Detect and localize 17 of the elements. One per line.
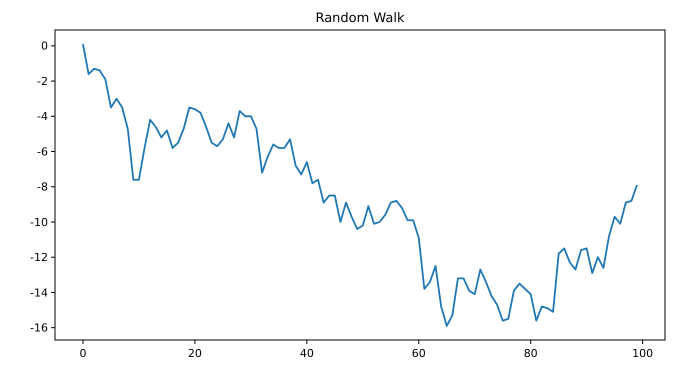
y-tick-label: -6 xyxy=(37,145,48,158)
y-tick-label: -16 xyxy=(30,322,48,335)
chart-title: Random Walk xyxy=(315,11,406,26)
x-tick-label: 60 xyxy=(412,347,426,360)
y-tick-label: -2 xyxy=(37,74,48,88)
x-tick-label: 20 xyxy=(188,347,202,360)
y-tick-label: -14 xyxy=(30,286,48,300)
y-tick-label: -4 xyxy=(37,110,48,124)
x-tick-label: 0 xyxy=(79,347,86,360)
x-tick-label: 80 xyxy=(524,347,538,360)
y-tick-label: -12 xyxy=(30,251,48,264)
x-tick-label: 100 xyxy=(632,347,654,360)
y-tick-label: 0 xyxy=(41,40,48,53)
x-tick-label: 40 xyxy=(300,347,314,360)
y-tick-label: -10 xyxy=(30,216,48,229)
line-series xyxy=(82,43,638,327)
y-tick-label: -8 xyxy=(37,180,48,194)
